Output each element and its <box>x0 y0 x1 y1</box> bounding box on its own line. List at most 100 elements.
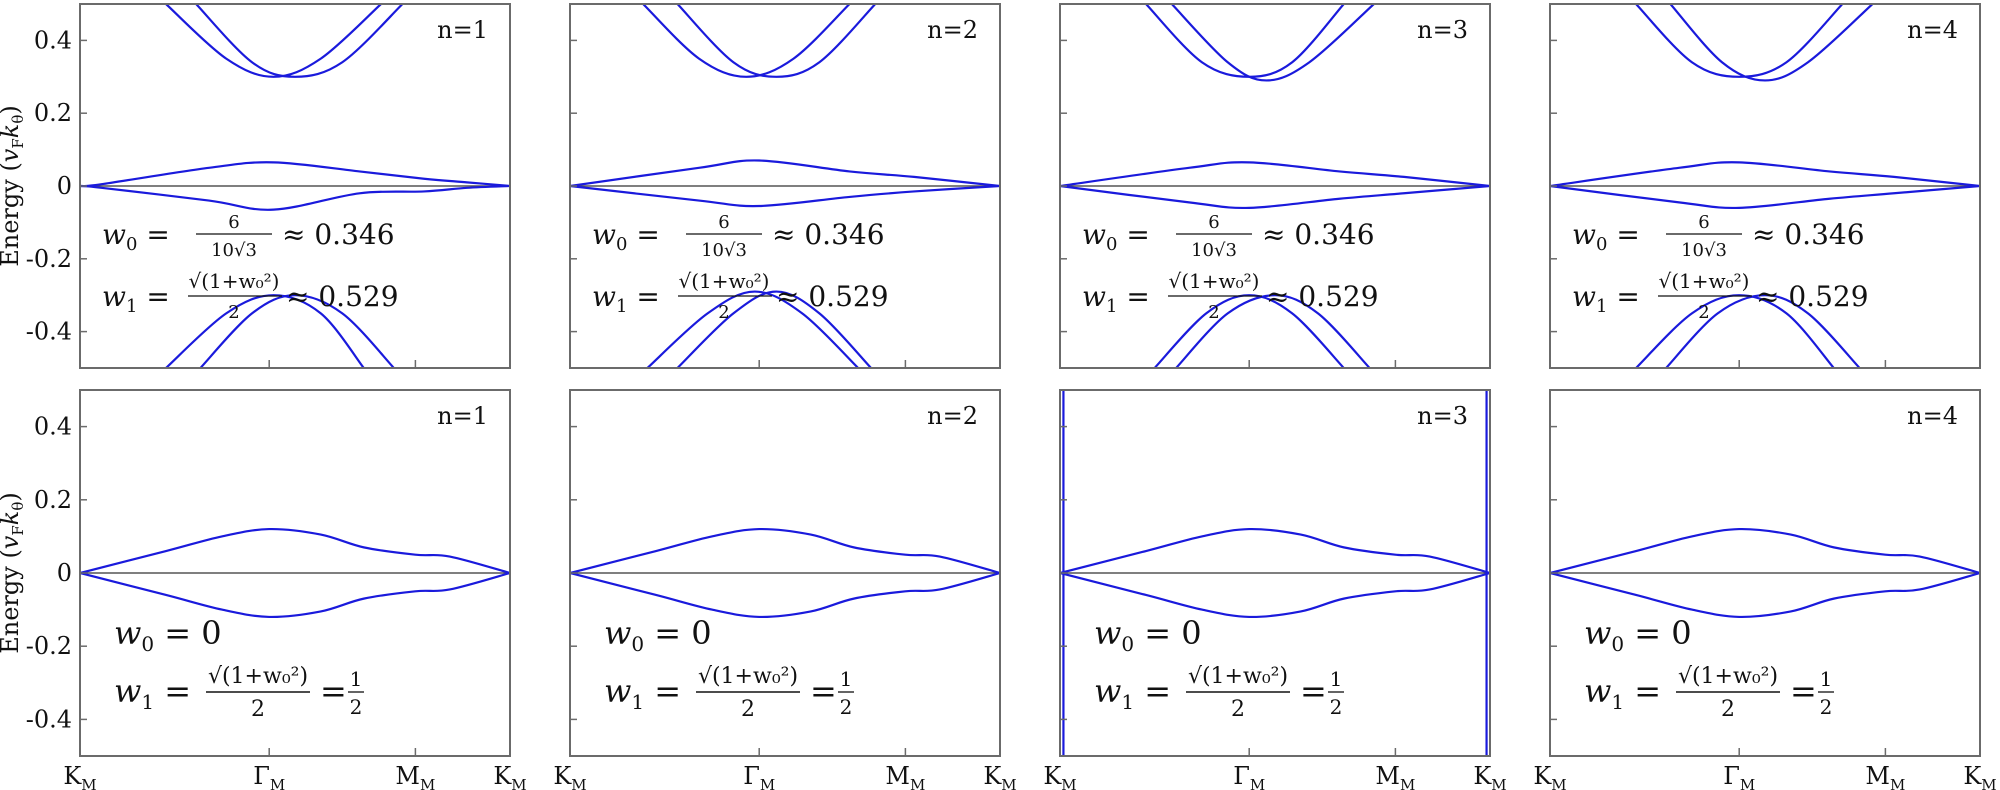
panel-label: n=2 <box>927 402 978 430</box>
svg-text:10√3: 10√3 <box>1191 240 1237 261</box>
w0-equation: w0 = <box>1572 218 1640 255</box>
svg-text:√(1+w₀²): √(1+w₀²) <box>208 664 308 689</box>
y-tick-label: 0.2 <box>34 486 72 514</box>
parameter-annotation: w0 = 0w1 = √(1+w₀²)2 = 12 <box>1584 614 1834 722</box>
w0-equation: w0 = 0 <box>114 614 222 656</box>
band-line-6 <box>1665 294 1861 368</box>
panel-r2-n2: KM ΓM MM KMn=2w0 = 0w1 = √(1+w₀²)2 = 12 <box>553 389 1017 790</box>
band-line-3 <box>165 4 382 78</box>
svg-text:2: 2 <box>251 697 265 722</box>
x-tick-label: KM <box>1963 762 1996 790</box>
x-tick-label: KM <box>553 762 586 790</box>
panel-label: n=4 <box>1907 402 1958 430</box>
svg-text:10√3: 10√3 <box>1681 240 1727 261</box>
y-axis-label: Energy (vFkθ) <box>0 492 27 654</box>
x-tick-label: KM <box>1043 762 1076 790</box>
svg-text:√(1+w₀²): √(1+w₀²) <box>1659 269 1750 293</box>
band-line-6 <box>199 294 395 368</box>
svg-text:√(1+w₀²): √(1+w₀²) <box>1678 664 1778 689</box>
band-line-1 <box>80 161 510 188</box>
band-line-2 <box>1550 184 1980 210</box>
panel-label: n=3 <box>1417 16 1468 44</box>
w1-equation: w1 = <box>114 672 191 714</box>
parameter-annotation: w0 = 0w1 = √(1+w₀²)2 = 12 <box>604 614 854 722</box>
w0-equation: w0 = 0 <box>1094 614 1202 656</box>
svg-text:≈ 0.529: ≈ 0.529 <box>1756 280 1869 313</box>
y-tick-label: 0.2 <box>34 99 72 127</box>
y-tick-label: -0.4 <box>26 318 72 346</box>
band-line-6 <box>1175 294 1371 368</box>
x-tick-label: MM <box>395 762 435 790</box>
svg-text:≈ 0.346: ≈ 0.346 <box>1262 218 1375 251</box>
band-line-1 <box>570 527 1000 575</box>
svg-text:=: = <box>810 672 837 710</box>
x-tick-label: ΓM <box>1233 762 1265 790</box>
x-tick-label: ΓM <box>253 762 285 790</box>
band-line-5 <box>1635 294 1835 368</box>
band-line-2 <box>570 184 1000 208</box>
svg-text:2: 2 <box>1231 697 1245 722</box>
band-line-1 <box>1550 161 1980 188</box>
svg-text:1: 1 <box>840 667 853 691</box>
band-line-2 <box>570 571 1000 619</box>
band-line-3 <box>1145 4 1345 78</box>
svg-text:√(1+w₀²): √(1+w₀²) <box>189 269 280 293</box>
svg-text:2: 2 <box>1820 695 1833 719</box>
svg-text:≈ 0.529: ≈ 0.529 <box>286 280 399 313</box>
panel-r2-n4: KM ΓM MM KMn=4w0 = 0w1 = √(1+w₀²)2 = 12 <box>1533 389 1997 790</box>
panel-r2-n3: KM ΓM MM KMn=3w0 = 0w1 = √(1+w₀²)2 = 12 <box>1043 389 1507 790</box>
parameter-annotation: w0 = 0w1 = √(1+w₀²)2 = 12 <box>1094 614 1344 722</box>
y-tick-label: 0.4 <box>34 26 72 54</box>
w0-equation: w0 = <box>102 218 170 255</box>
svg-text:≈ 0.529: ≈ 0.529 <box>1266 280 1379 313</box>
x-tick-label: KM <box>1533 762 1566 790</box>
w0-equation: w0 = <box>592 218 660 255</box>
band-line-2 <box>80 571 510 619</box>
svg-text:2: 2 <box>741 697 755 722</box>
w1-equation: w1 = <box>1584 672 1661 714</box>
band-line-5 <box>646 290 859 368</box>
x-tick-label: KM <box>983 762 1016 790</box>
band-line-5 <box>165 294 365 368</box>
w0-equation: w0 = 0 <box>1584 614 1692 656</box>
panel-r1-n4: n=4 w0 = 6 10√3 ≈ 0.346 w1 = √(1+w₀²) 2 ≈ 0.52… <box>1549 3 1981 369</box>
band-curves <box>1060 4 1490 368</box>
w0-equation: w0 = 0 <box>604 614 712 656</box>
band-curves <box>570 527 1000 619</box>
band-curves <box>570 4 1000 368</box>
svg-text:1: 1 <box>1820 667 1833 691</box>
band-curves <box>1550 527 1980 619</box>
svg-text:√(1+w₀²): √(1+w₀²) <box>1169 269 1260 293</box>
band-line-1 <box>1060 527 1490 575</box>
svg-text:6: 6 <box>228 212 239 233</box>
x-tick-label: MM <box>1375 762 1415 790</box>
svg-text:2: 2 <box>718 302 729 323</box>
svg-text:2: 2 <box>1698 302 1709 323</box>
parameter-annotation: w0 = 0w1 = √(1+w₀²)2 = 12 <box>114 614 364 722</box>
svg-text:=: = <box>320 672 347 710</box>
svg-text:√(1+w₀²): √(1+w₀²) <box>698 664 798 689</box>
band-line-3 <box>1635 4 1844 78</box>
band-line-1 <box>80 527 510 575</box>
svg-text:6: 6 <box>718 212 729 233</box>
svg-text:2: 2 <box>228 302 239 323</box>
band-line-6 <box>676 290 872 368</box>
panel-label: n=1 <box>437 16 488 44</box>
band-line-1 <box>1060 161 1490 188</box>
x-tick-label: KM <box>63 762 96 790</box>
band-line-4 <box>1171 4 1375 82</box>
w0-equation: w0 = <box>1082 218 1150 255</box>
w1-equation: w1 = <box>1572 280 1640 317</box>
w1-equation: w1 = <box>102 280 170 317</box>
band-line-2 <box>1060 184 1490 210</box>
svg-text:2: 2 <box>1208 302 1219 323</box>
band-line-2 <box>1550 571 1980 619</box>
y-tick-label: 0.4 <box>34 413 72 441</box>
band-line-2 <box>1060 571 1490 619</box>
band-line-4 <box>676 4 877 78</box>
x-tick-label: KM <box>1473 762 1506 790</box>
parameter-annotation: w0 = 6 10√3 ≈ 0.346 w1 = √(1+w₀²) 2 ≈ 0.529 <box>1082 212 1379 323</box>
y-tick-label: -0.2 <box>26 245 72 273</box>
band-line-3 <box>642 4 851 78</box>
